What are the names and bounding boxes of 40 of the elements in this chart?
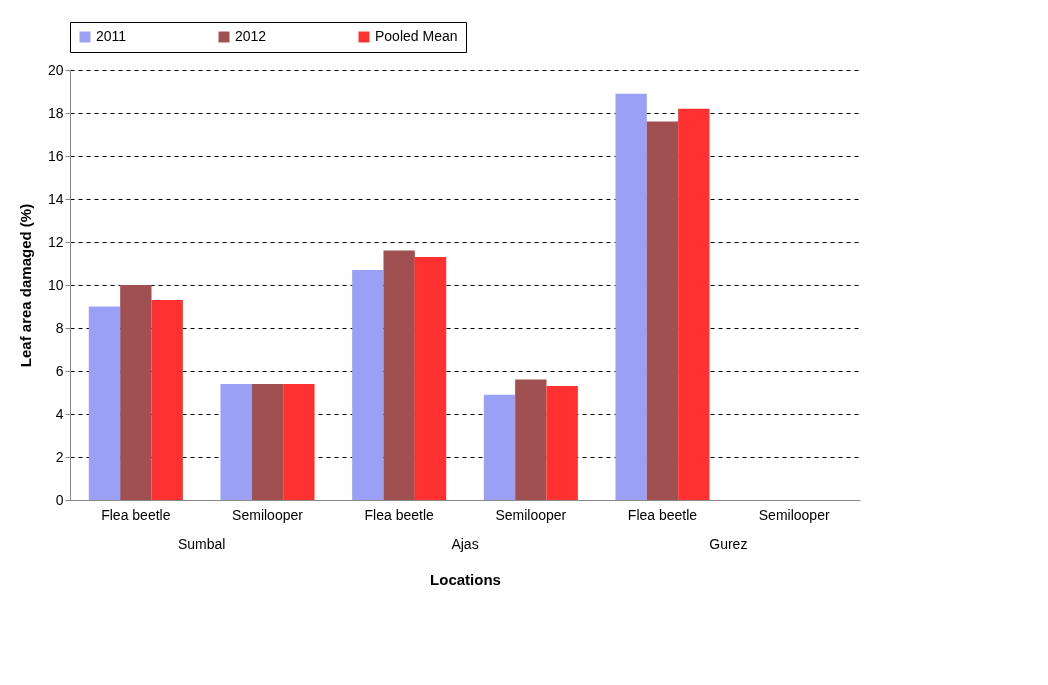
x-tick-label: Semilooper — [232, 506, 304, 523]
bar — [546, 386, 578, 500]
bar — [678, 108, 710, 500]
bar — [352, 269, 384, 500]
y-tick-label: 16 — [47, 147, 64, 164]
bar — [646, 121, 679, 500]
bar — [220, 383, 252, 500]
bar — [283, 383, 315, 500]
bar — [151, 300, 183, 500]
x-tick-label: Semilooper — [758, 506, 830, 523]
bar — [515, 379, 547, 500]
bar — [414, 257, 447, 500]
bar — [383, 250, 415, 500]
y-tick-label: 12 — [47, 233, 64, 250]
text: Sumbal — [177, 536, 226, 552]
legend-label: 2011 — [96, 28, 127, 44]
text: Ajas — [451, 536, 479, 552]
bar — [615, 93, 647, 500]
bar — [251, 383, 284, 500]
y-tick-label: 14 — [47, 190, 64, 207]
x-tick-label: Flea beetle — [101, 506, 171, 523]
y-tick-label: 6 — [55, 362, 64, 379]
x-tick-label: Flea beetle — [627, 506, 698, 523]
legend-label: Pooled Mean — [375, 28, 458, 44]
bar — [120, 285, 152, 500]
x-tick-label: Semilooper — [495, 506, 567, 523]
y-tick-label: 10 — [47, 276, 64, 293]
text: Gurez — [709, 536, 748, 552]
y-tick-label: 20 — [47, 61, 64, 78]
bar — [88, 306, 121, 500]
y-tick-label: 4 — [55, 405, 64, 422]
bar — [483, 394, 516, 500]
y-tick-label: 18 — [47, 104, 64, 121]
y-tick-label: 2 — [55, 448, 64, 465]
legend-label: 2012 — [235, 28, 267, 44]
x-axis-title: Locations — [430, 570, 501, 588]
y-axis-title: Leaf area damaged (%) — [16, 203, 34, 368]
x-tick-label: Flea beetle — [364, 506, 435, 523]
y-tick-label: 8 — [55, 319, 64, 336]
y-tick-label: 0 — [55, 491, 64, 508]
